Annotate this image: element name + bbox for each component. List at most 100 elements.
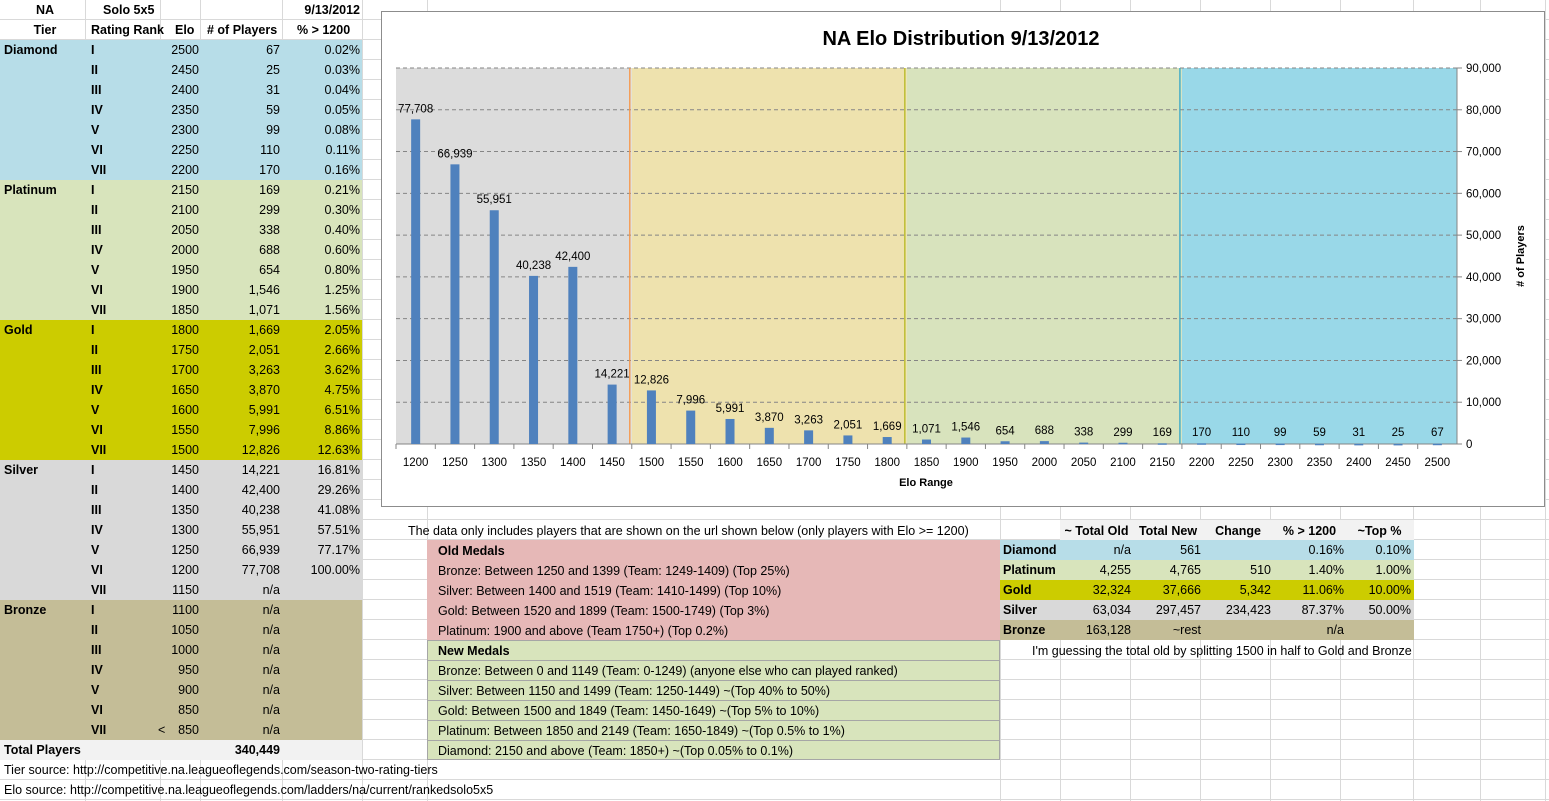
x-tick-label: 2200 <box>1189 457 1215 469</box>
table-row[interactable] <box>0 320 362 340</box>
percent-above-1200 <box>282 600 360 620</box>
table-row[interactable] <box>0 680 362 700</box>
x-tick-label: 2500 <box>1425 457 1451 469</box>
percent-above-1200 <box>282 680 360 700</box>
table-row[interactable] <box>0 140 362 160</box>
bar-1500 <box>646 390 656 444</box>
percent-above-1200: 29.26% <box>317 483 360 497</box>
summary-header-row <box>1060 520 1414 540</box>
data-label: 299 <box>1113 427 1132 439</box>
x-tick-label: 1900 <box>953 457 979 469</box>
bar-1950 <box>1000 441 1010 444</box>
table-row[interactable] <box>0 40 362 60</box>
table-row[interactable] <box>0 660 362 680</box>
player-count: 3,870 <box>248 383 280 397</box>
table-row[interactable] <box>0 620 362 640</box>
table-row[interactable] <box>0 540 362 560</box>
tier-source-link[interactable]: Tier source: http://competitive.na.leagu… <box>4 763 438 777</box>
table-row[interactable] <box>0 440 362 460</box>
table-row[interactable] <box>0 180 362 200</box>
percent-above-1200: 0.08% <box>324 123 360 137</box>
table-row[interactable] <box>0 420 362 440</box>
y-tick-label: 40,000 <box>1466 272 1501 284</box>
elo-source-link[interactable]: Elo source: http://competitive.na.league… <box>4 783 494 797</box>
data-label: 688 <box>1035 425 1054 437</box>
table-row[interactable] <box>0 640 362 660</box>
summary-row[interactable] <box>1000 600 1414 620</box>
elo-value: 1550 <box>171 423 199 437</box>
player-count: 31 <box>266 83 280 97</box>
y-tick-label: 80,000 <box>1466 105 1501 117</box>
elo-value: 2500 <box>171 43 199 57</box>
old-medal-line: Platinum: 1900 and above (Team 1750+) (T… <box>438 624 729 638</box>
table-row[interactable] <box>0 280 362 300</box>
table-row[interactable] <box>0 200 362 220</box>
table-row[interactable] <box>0 240 362 260</box>
player-count: 110 <box>260 143 280 157</box>
percent-above-1200: 3.62% <box>324 363 360 377</box>
summary-cell: ~rest <box>1172 623 1201 637</box>
elo-value: 2350 <box>171 103 199 117</box>
summary-row[interactable] <box>1000 580 1414 600</box>
data-label: 3,870 <box>755 412 784 424</box>
elo-value: 2300 <box>171 123 199 137</box>
data-note: The data only includes players that are … <box>408 524 969 538</box>
bar-1600 <box>725 418 735 444</box>
table-row[interactable] <box>0 600 362 620</box>
new-medals-title: New Medals <box>438 644 510 658</box>
data-label: 1,071 <box>912 424 941 436</box>
elo-value: 1800 <box>171 323 199 337</box>
new-medal-line: Silver: Between 1150 and 1499 (Team: 125… <box>438 684 831 698</box>
table-row[interactable] <box>0 400 362 420</box>
table-row[interactable] <box>0 80 362 100</box>
percent-above-1200: 2.05% <box>324 323 360 337</box>
x-tick-label: 2150 <box>1149 457 1175 469</box>
elo-value: 1050 <box>171 623 199 637</box>
rating-rank: VI <box>91 563 103 577</box>
summary-row[interactable] <box>1000 620 1414 640</box>
elo-value: 1150 <box>172 583 199 597</box>
table-row[interactable] <box>0 520 362 540</box>
x-tick-label: 1450 <box>599 457 625 469</box>
elo-distribution-chart[interactable]: 0 10,000 20,000 30,000 40,000 50,000 60,000 70,… <box>381 11 1545 507</box>
x-tick-label: 2450 <box>1385 457 1411 469</box>
table-row[interactable] <box>0 120 362 140</box>
summary-row[interactable] <box>1000 560 1414 580</box>
bar-1800 <box>882 437 892 444</box>
table-row[interactable] <box>0 300 362 320</box>
rating-rank: III <box>91 83 102 97</box>
summary-cell: 63,034 <box>1092 603 1131 617</box>
table-row[interactable] <box>0 720 362 740</box>
table-row[interactable] <box>0 380 362 400</box>
table-row[interactable] <box>0 500 362 520</box>
table-row[interactable] <box>0 220 362 240</box>
table-row[interactable] <box>0 560 362 580</box>
percent-above-1200 <box>282 620 360 640</box>
table-row[interactable] <box>0 60 362 80</box>
bar-2450 <box>1393 443 1403 446</box>
table-row[interactable] <box>0 340 362 360</box>
elo-value: 950 <box>178 663 199 677</box>
x-tick-label: 2350 <box>1307 457 1333 469</box>
summary-cell: n/a <box>1326 623 1344 637</box>
table-row[interactable] <box>0 480 362 500</box>
table-row[interactable] <box>0 260 362 280</box>
table-row[interactable] <box>0 700 362 720</box>
data-label: 99 <box>1274 427 1287 439</box>
table-row[interactable] <box>0 360 362 380</box>
elo-value: 1750 <box>171 343 199 357</box>
table-row[interactable] <box>0 160 362 180</box>
table-row[interactable] <box>0 100 362 120</box>
table-row[interactable] <box>0 460 362 480</box>
x-tick-label: 2000 <box>1032 457 1058 469</box>
x-tick-label: 1200 <box>403 457 429 469</box>
player-count: 12,826 <box>241 443 280 457</box>
summary-row[interactable] <box>1000 540 1414 560</box>
bar-2000 <box>1039 441 1049 444</box>
elo-value: 1200 <box>171 563 199 577</box>
percent-above-1200: 100.00% <box>310 563 360 577</box>
percent-above-1200 <box>282 720 360 740</box>
table-row[interactable] <box>0 580 362 600</box>
x-tick-label: 2100 <box>1110 457 1136 469</box>
percent-above-1200: 57.51% <box>317 523 360 537</box>
